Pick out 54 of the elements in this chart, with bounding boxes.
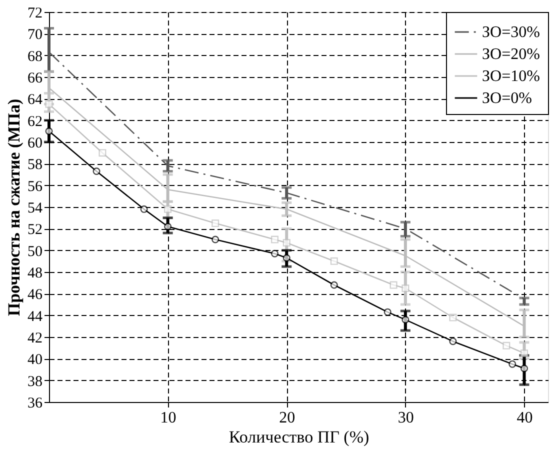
y-tick-label: 66	[28, 70, 43, 86]
point	[449, 314, 457, 322]
point	[520, 364, 528, 372]
point	[449, 338, 457, 346]
x-axis-title: Количество ПГ (%)	[228, 428, 370, 446]
x-tick-label: 40	[516, 410, 533, 426]
point	[508, 360, 516, 368]
x-tick-label: 20	[279, 410, 296, 426]
point	[330, 281, 338, 289]
point	[384, 308, 392, 316]
point	[390, 281, 398, 289]
y-tick-label: 72	[28, 6, 42, 22]
point	[282, 254, 290, 262]
y-tick-label: 50	[28, 244, 42, 260]
point	[330, 257, 338, 265]
y-tick-label: 46	[28, 287, 43, 304]
y-tick-label: 40	[28, 352, 42, 368]
y-tick-label: 68	[28, 48, 42, 65]
point	[212, 219, 220, 228]
x-tick-label: 10	[160, 410, 176, 426]
y-tick-label: 62	[28, 114, 42, 130]
y-tick-label: 60	[28, 136, 42, 152]
point	[212, 236, 220, 244]
point	[282, 238, 290, 247]
y-tick-label: 48	[28, 266, 42, 282]
point	[164, 222, 172, 230]
point	[98, 149, 106, 157]
point	[164, 205, 172, 213]
y-tick-label: 70	[28, 27, 42, 44]
legend-label: ЗО=10%	[482, 68, 540, 85]
point	[92, 167, 100, 176]
y-tick-label: 56	[28, 178, 43, 195]
y-axis-title: Прочность на сжатие (МПа)	[4, 98, 24, 316]
point	[520, 349, 528, 358]
legend-label: ЗО=20%	[482, 46, 540, 63]
point	[270, 250, 278, 258]
legend-label: ЗО=0%	[482, 90, 532, 107]
y-tick-label: 64	[28, 92, 43, 108]
point	[502, 342, 510, 350]
point	[402, 316, 410, 324]
y-tick-label: 36	[28, 396, 43, 412]
y-tick-label: 42	[28, 330, 42, 346]
point	[45, 127, 53, 135]
point	[270, 236, 278, 244]
y-tick-label: 58	[28, 157, 42, 174]
y-tick-label: 54	[28, 200, 43, 216]
point	[45, 100, 53, 108]
y-tick-label: 44	[28, 308, 43, 325]
legend-label: ЗО=30%	[482, 24, 540, 41]
point	[140, 205, 148, 213]
point	[402, 284, 410, 292]
y-tick-label: 38	[28, 374, 42, 390]
x-tick-label: 30	[398, 410, 414, 426]
y-tick-label: 52	[28, 222, 42, 238]
